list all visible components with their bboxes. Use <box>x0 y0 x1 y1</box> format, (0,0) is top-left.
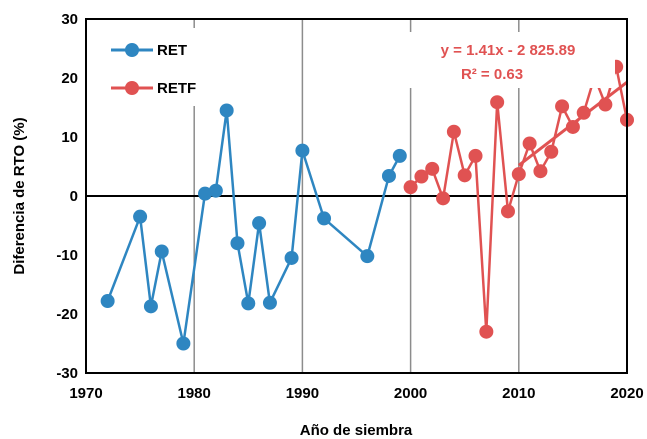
y-tick-20: 20 <box>61 70 78 87</box>
data-point-retf-2010 <box>511 167 526 182</box>
data-point-ret-1996 <box>360 249 375 264</box>
legend-marker-retf <box>125 81 139 95</box>
y-tick--10: -10 <box>56 247 78 264</box>
series-line-ret <box>106 109 401 345</box>
legend-label-ret: RET <box>157 42 187 59</box>
data-point-retf-2002 <box>425 161 440 176</box>
data-point-ret-1998 <box>381 168 396 183</box>
data-point-ret-1989 <box>284 250 299 265</box>
data-point-retf-2015 <box>565 119 580 134</box>
data-point-ret-1983 <box>219 103 234 118</box>
y-tick-10: 10 <box>61 129 78 146</box>
data-point-ret-1990 <box>295 143 310 158</box>
y-tick-0: 0 <box>70 188 78 205</box>
data-point-ret-1972 <box>100 294 115 309</box>
legend-label-retf: RETF <box>157 80 196 97</box>
x-tick-1990: 1990 <box>286 385 319 402</box>
data-point-retf-2007 <box>479 324 494 339</box>
data-point-retf-2011 <box>522 136 537 151</box>
trend-annotation: y = 1.41x - 2 825.89 R² = 0.63 <box>405 32 615 88</box>
data-point-retf-2013 <box>544 144 559 159</box>
y-tick--30: -30 <box>56 365 78 382</box>
legend: RET RETF <box>100 28 212 106</box>
data-point-ret-1992 <box>317 211 332 226</box>
data-point-ret-1981 <box>198 186 213 201</box>
data-point-ret-1984 <box>230 236 245 251</box>
data-point-retf-2005 <box>457 168 472 183</box>
legend-background <box>100 28 212 106</box>
x-tick-1970: 1970 <box>69 385 102 402</box>
data-point-retf-2000 <box>403 180 418 195</box>
data-point-ret-1986 <box>252 216 267 231</box>
x-axis-label: Año de siembra <box>300 422 413 439</box>
data-point-retf-2006 <box>468 148 483 163</box>
data-point-ret-1982 <box>208 183 223 198</box>
data-point-retf-2012 <box>533 164 548 179</box>
trend-r-squared: R² = 0.63 <box>461 66 523 83</box>
tick-labels: 1970 1980 1990 2000 2010 2020 -30 -20 -10 0 10 20 30 <box>56 11 643 402</box>
data-point-ret-1976 <box>143 299 158 314</box>
y-axis-label: Diferencia de RTO (%) <box>11 117 28 274</box>
annotation-background <box>405 32 615 88</box>
data-point-retf-2004 <box>446 124 461 139</box>
data-point-ret-1985 <box>241 296 256 311</box>
plot-area-border <box>85 18 628 374</box>
data-point-retf-2003 <box>436 191 451 206</box>
y-tick-30: 30 <box>61 11 78 28</box>
x-tick-2020: 2020 <box>610 385 643 402</box>
data-point-retf-2016 <box>576 105 591 120</box>
data-point-ret-1977 <box>154 244 169 259</box>
legend-marker-ret <box>125 43 139 57</box>
x-tick-1980: 1980 <box>178 385 211 402</box>
data-point-retf-2009 <box>500 204 515 219</box>
x-tick-2010: 2010 <box>502 385 535 402</box>
data-point-ret-1975 <box>133 209 148 224</box>
data-point-ret-1987 <box>262 295 277 310</box>
data-point-retf-2008 <box>490 95 505 110</box>
data-point-ret-1979 <box>176 336 191 351</box>
trend-equation: y = 1.41x - 2 825.89 <box>441 42 576 59</box>
data-point-ret-1999 <box>392 148 407 163</box>
data-point-retf-2018 <box>598 97 613 112</box>
y-tick--20: -20 <box>56 306 78 323</box>
data-point-retf-2014 <box>555 99 570 114</box>
data-point-retf-2001 <box>414 169 429 184</box>
x-tick-2000: 2000 <box>394 385 427 402</box>
